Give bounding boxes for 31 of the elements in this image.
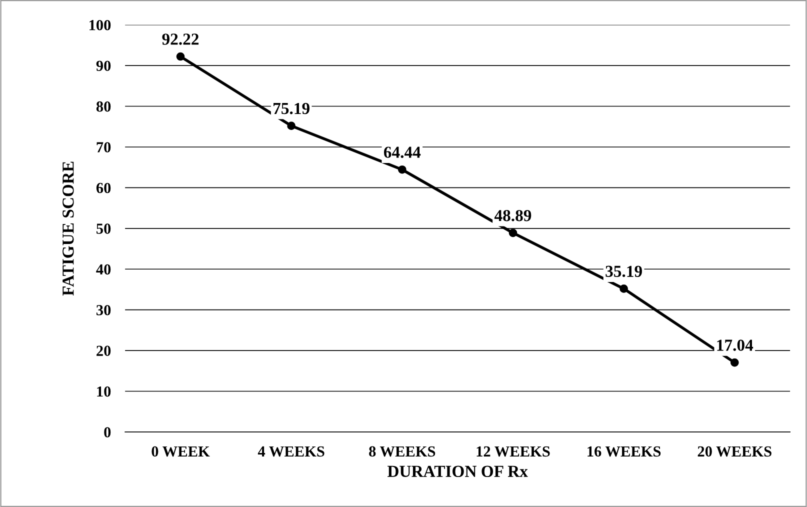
- data-label: 17.04: [717, 340, 754, 351]
- data-label: 64.44: [384, 146, 421, 158]
- point: [508, 228, 518, 238]
- x-tick-label: 4 WEEKS: [258, 446, 324, 457]
- x-tick-label: 16 WEEKS: [588, 446, 661, 457]
- x-axis-title: DURATION OF Rx: [387, 466, 528, 477]
- data-label: 75.19: [274, 102, 310, 114]
- x-tick-label: 20 WEEKS: [698, 446, 772, 457]
- y-tick-label: 60: [96, 182, 111, 194]
- x-tick-label: 12 WEEKS: [476, 446, 550, 457]
- y-tick-label: 40: [96, 264, 111, 275]
- point: [620, 284, 628, 293]
- y-tick-label: 80: [96, 101, 111, 112]
- y-axis-title: FATIGUE SCORE: [62, 162, 74, 296]
- y-tick-label: 100: [90, 20, 111, 30]
- x-tick-label: 8 WEEKS: [369, 446, 436, 457]
- y-tick-label: 10: [97, 386, 111, 397]
- data-label: 92.22: [162, 34, 199, 45]
- x-tick-label: 0 WEEK: [152, 446, 210, 457]
- y-tick-label: 90: [96, 60, 111, 72]
- point: [176, 52, 185, 61]
- y-tick-label: 50: [96, 224, 111, 234]
- y-tick-label: 30: [96, 304, 111, 316]
- point: [730, 358, 739, 367]
- point: [398, 165, 406, 174]
- y-tick-label: 20: [96, 346, 111, 356]
- y-tick-label: 70: [96, 142, 111, 152]
- y-tick-label: 0: [104, 427, 111, 438]
- data-label: 35.19: [606, 266, 642, 278]
- data-label: 48.89: [494, 210, 532, 222]
- point: [287, 122, 296, 130]
